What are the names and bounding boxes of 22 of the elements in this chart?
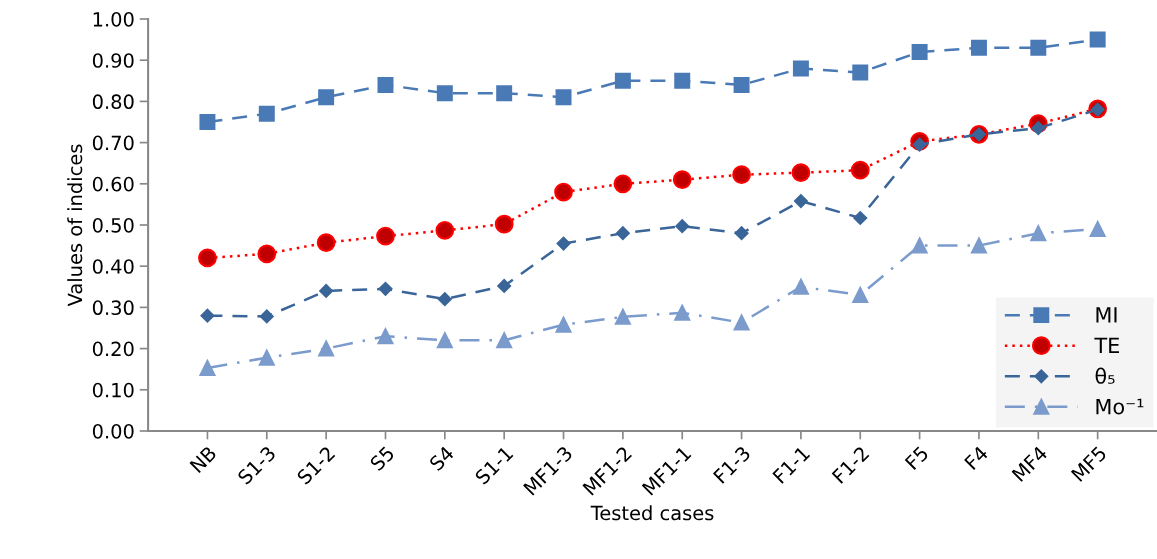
y-tick-label: 0.50 [92,217,134,233]
legend-label: Mo⁻¹ [1096,398,1144,415]
y-tick-label: 0.60 [92,176,134,192]
y-axis-title: Values of indices [67,144,83,307]
legend-label: θ₅ [1095,367,1115,384]
y-tick-label: 0.30 [92,300,134,316]
y-tick-label: 1.00 [93,11,134,27]
y-tick-label: 0.00 [92,423,134,439]
x-tick-label: F5 [904,445,930,471]
legend-label: MI [1096,307,1117,323]
x-tick-label: S5 [369,445,395,472]
y-tick-label: 0.80 [92,94,134,110]
y-tick-label: 0.20 [92,341,134,357]
x-tick-label: S4 [428,445,455,472]
legend-label: TE [1094,337,1119,353]
x-tick-label: NB [189,445,217,473]
y-tick-label: 0.40 [92,259,134,274]
x-tick-label: F4 [964,445,989,470]
y-tick-label: 0.70 [92,135,134,151]
y-tick-label: 0.10 [92,382,134,398]
x-axis-title: Tested cases [590,505,714,521]
y-tick-label: 0.90 [92,53,134,68]
